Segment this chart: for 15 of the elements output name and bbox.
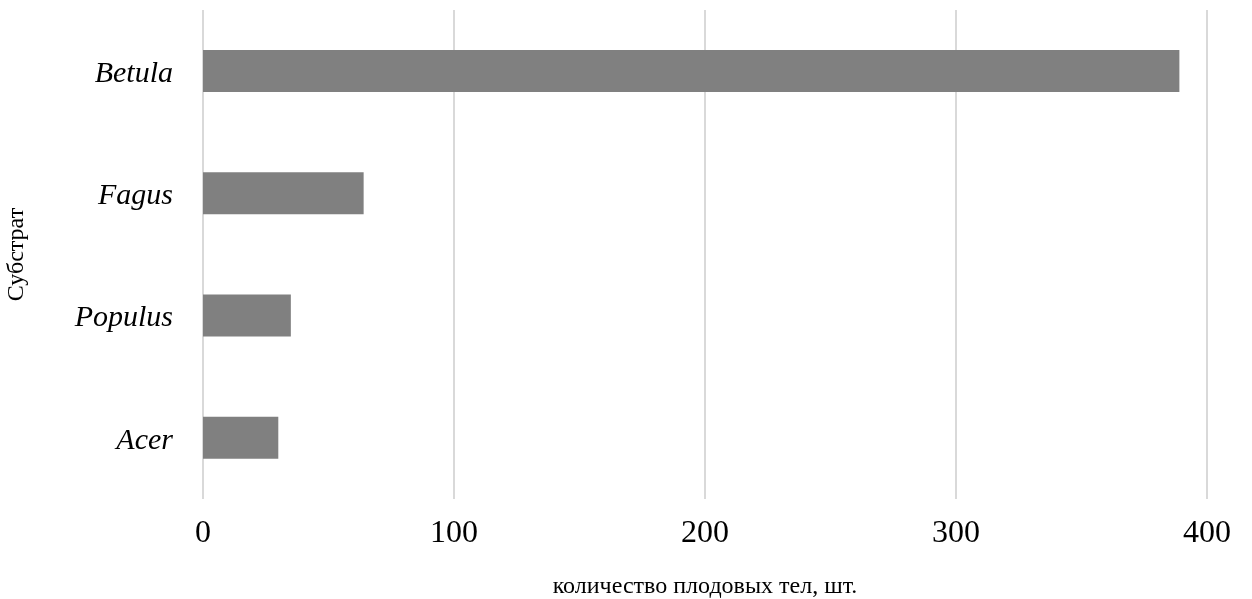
bar — [203, 416, 279, 459]
bar — [203, 172, 364, 215]
x-tick-label: 0 — [195, 512, 211, 549]
x-tick-label: 200 — [681, 512, 729, 549]
y-tick-label: Acer — [114, 421, 174, 455]
x-tick-label: 300 — [932, 512, 980, 549]
x-axis-title: количество плодовых тел, шт. — [552, 572, 858, 598]
y-tick-label: Fagus — [97, 177, 173, 211]
bar — [203, 294, 291, 337]
bar — [203, 50, 1180, 92]
y-tick-label: Populus — [73, 299, 173, 333]
y-tick-label: Betula — [94, 54, 173, 88]
x-tick-label: 100 — [430, 512, 478, 549]
y-axis-title: Субстрат — [1, 207, 28, 302]
x-tick-label: 400 — [1183, 512, 1231, 549]
